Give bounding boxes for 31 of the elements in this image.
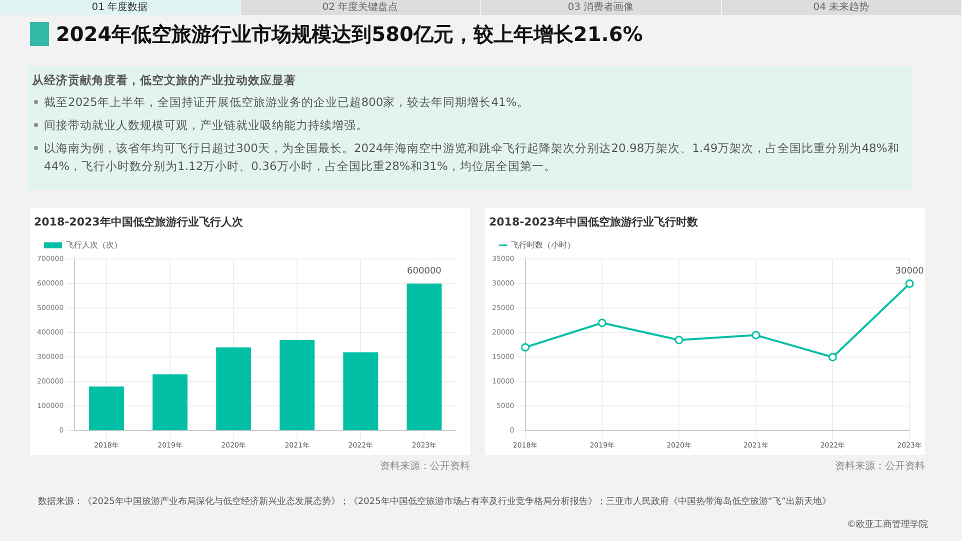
text: 截至2025年上半年，全国持证开展低空旅游业务的企业已超800家，较去年同期增长41%。	[44, 94, 529, 111]
bar	[216, 347, 252, 430]
bar	[152, 374, 188, 430]
data-label: 600000	[407, 266, 442, 277]
text: 04 未来趋势	[722, 0, 962, 15]
text: 间接带动就业人数规模可观，产业链就业吸纳能力持续增强。	[44, 117, 368, 134]
text: 资料来源：公开资料	[834, 460, 925, 473]
legend-label: 飞行人次（次）	[66, 240, 122, 250]
bar	[89, 386, 124, 430]
point	[521, 343, 530, 352]
chart-title: 2018-2023年中国低空旅游行业飞行时数	[489, 215, 699, 228]
text: 从经济贡献角度看，低空文旅的产业拉动效应显著	[32, 72, 297, 89]
text: 2024年低空旅游行业市场规模达到580亿元，较上年增长21.6%	[56, 21, 643, 48]
bar	[406, 284, 442, 430]
chart-title: 2018-2023年中国低空旅游行业飞行人次	[34, 215, 244, 228]
point	[905, 279, 914, 288]
point	[828, 352, 837, 362]
text: 以海南为例，该省年均可飞行日超过300天，为全国最长。2024年海南空中游览和跳伞飞行起降架次分别达20.98万架次、1.49万架次，占全国比重分别为48%和44%，飞行小时数分别为1.12万小时、0.36万小时，占全国比重28%和31%，均位居全国第一。	[44, 140, 900, 175]
text: 资料来源：公开资料	[379, 460, 470, 473]
point	[752, 330, 760, 340]
bar	[343, 352, 378, 430]
bar	[280, 340, 315, 430]
data-label: 30000	[895, 266, 924, 277]
text: 02 年度关键盘点	[240, 0, 481, 15]
source-note: 数据来源：《2025年中国旅游产业布局深化与低空经济新兴业态发展态势》；《2025年中国低空旅游市场占有率及行业竞争格局分析报告》；三亚市人民政府《中国热带海岛低空旅游“飞”出新天地》	[38, 496, 832, 508]
point	[598, 318, 606, 328]
text: ©欧亚工商管理学院	[847, 518, 928, 531]
legend-label: 飞行时数（小时）	[511, 240, 575, 250]
text: 01 年度数据	[0, 0, 240, 15]
text: 03 消费者画像	[481, 0, 722, 15]
point	[674, 336, 684, 344]
